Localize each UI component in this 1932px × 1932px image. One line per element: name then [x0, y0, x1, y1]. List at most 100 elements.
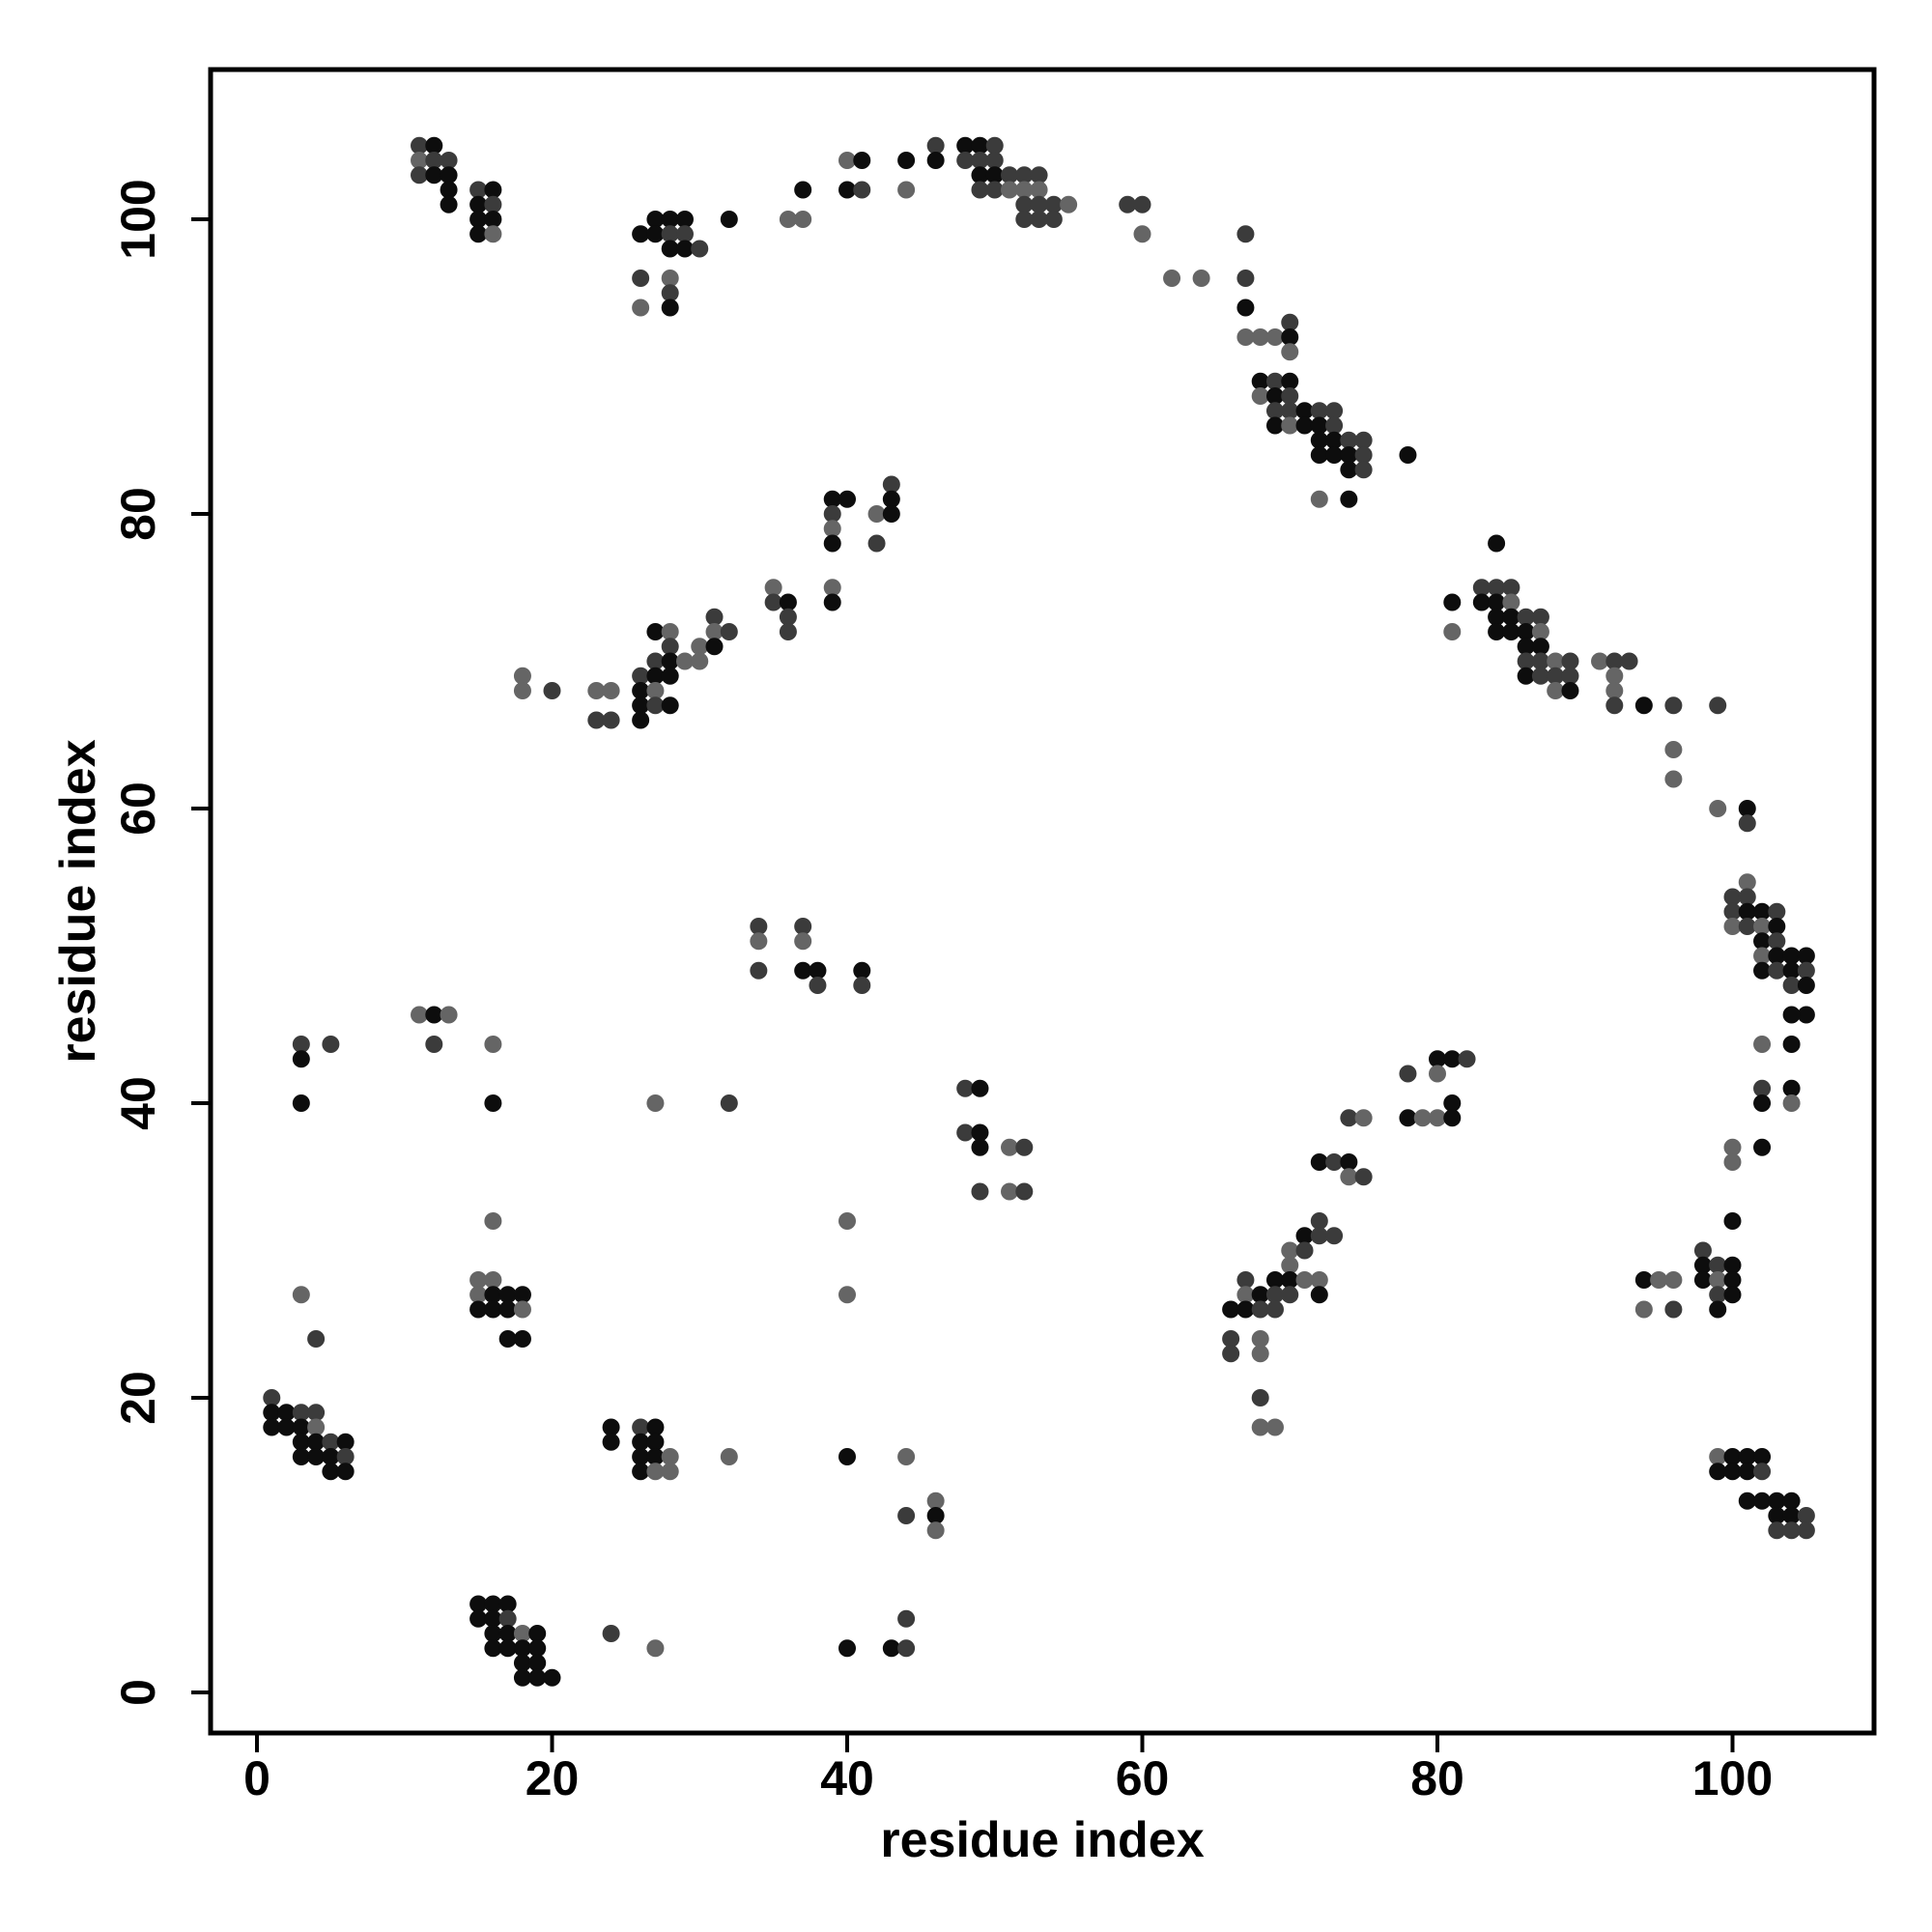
contact-point	[823, 505, 841, 523]
contact-point	[1738, 888, 1756, 906]
contact-point	[1429, 1065, 1446, 1083]
contact-point	[1399, 1065, 1417, 1083]
contact-point	[1429, 1050, 1446, 1068]
contact-point	[794, 918, 812, 935]
contact-point	[469, 1271, 488, 1289]
contact-point	[1488, 534, 1506, 553]
contact-point	[322, 1463, 340, 1481]
contact-point	[1664, 770, 1683, 788]
contact-point	[1310, 490, 1328, 508]
contact-point	[1605, 667, 1624, 685]
contact-point	[646, 1418, 665, 1436]
contact-point	[1738, 1448, 1756, 1465]
contact-point	[1340, 490, 1358, 508]
contact-point	[484, 195, 502, 213]
contact-point	[513, 1668, 531, 1687]
contact-point	[513, 682, 531, 699]
contact-point	[498, 1625, 517, 1642]
contact-point	[263, 1418, 281, 1436]
contact-point	[646, 667, 665, 685]
contact-point	[498, 1330, 517, 1348]
contact-point	[1281, 1241, 1299, 1260]
contact-point	[985, 166, 1004, 185]
contact-point	[411, 136, 429, 155]
contact-point	[440, 152, 458, 169]
contact-point	[336, 1448, 355, 1465]
contact-point	[1001, 166, 1019, 185]
contact-point	[322, 1433, 340, 1451]
contact-point	[1709, 1463, 1727, 1481]
contact-point	[1738, 814, 1756, 833]
contact-point	[956, 136, 975, 155]
contact-point	[1030, 211, 1048, 228]
contact-point	[322, 1036, 340, 1053]
contact-point	[1340, 1153, 1358, 1171]
contact-point	[661, 211, 679, 228]
x-tick-label: 100	[1692, 1751, 1773, 1805]
contact-point	[1531, 638, 1549, 656]
contact-point	[1236, 1271, 1255, 1289]
contact-point	[897, 152, 916, 169]
contact-point	[1693, 1271, 1712, 1289]
contact-point	[926, 1492, 945, 1510]
contact-point	[1354, 1168, 1373, 1186]
contact-point	[1251, 1286, 1269, 1304]
contact-point	[1015, 181, 1034, 199]
contact-point	[1251, 1300, 1269, 1319]
contact-point	[1738, 800, 1756, 817]
contact-point	[1723, 1212, 1742, 1230]
contact-point	[1753, 961, 1772, 980]
contact-point	[484, 1094, 502, 1112]
contact-point	[632, 696, 650, 715]
contact-point	[632, 682, 650, 699]
contact-point	[1443, 1094, 1462, 1112]
contact-point	[469, 211, 488, 228]
contact-point	[484, 1625, 502, 1642]
contact-point	[440, 1006, 458, 1024]
contact-point	[646, 1433, 665, 1451]
contact-point	[513, 1654, 531, 1672]
contact-point	[1281, 328, 1299, 346]
contact-point	[1399, 1109, 1417, 1127]
contact-point	[1281, 313, 1299, 331]
contact-point	[292, 1418, 310, 1436]
contact-point	[1236, 270, 1255, 287]
contact-point	[1119, 195, 1137, 213]
contact-point	[853, 181, 871, 199]
contact-point	[1001, 1138, 1019, 1156]
x-axis: 0 20 40 60 80 100	[243, 1733, 1773, 1805]
contact-point	[867, 534, 886, 553]
contact-point	[1044, 211, 1063, 228]
y-tick-label: 40	[111, 1076, 165, 1130]
contact-point	[1797, 1006, 1815, 1024]
contact-point	[779, 211, 797, 228]
contact-point	[971, 152, 989, 169]
contact-point	[1443, 1050, 1462, 1068]
contact-point	[513, 667, 531, 685]
contact-point	[1782, 1521, 1801, 1540]
contact-point	[705, 623, 724, 640]
contact-point	[440, 195, 458, 213]
contact-point	[897, 1639, 916, 1658]
contact-point	[1531, 608, 1549, 626]
contact-point	[823, 534, 841, 553]
contact-point	[971, 181, 989, 199]
data-points	[263, 136, 1815, 1687]
contact-point	[1723, 1463, 1742, 1481]
contact-point	[1281, 1256, 1299, 1274]
contact-point	[764, 593, 782, 611]
contact-point	[484, 211, 502, 228]
contact-point	[838, 181, 856, 199]
contact-point	[1797, 1507, 1815, 1524]
contact-point	[1693, 1256, 1712, 1274]
contact-point	[764, 579, 782, 597]
contact-point	[882, 475, 900, 494]
x-tick-label: 80	[1410, 1751, 1464, 1805]
contact-point	[705, 608, 724, 626]
contact-point	[469, 1300, 488, 1319]
contact-point	[1782, 961, 1801, 980]
contact-point	[838, 1639, 856, 1658]
contact-point	[675, 225, 694, 243]
contact-point	[720, 211, 738, 228]
contact-point	[336, 1463, 355, 1481]
